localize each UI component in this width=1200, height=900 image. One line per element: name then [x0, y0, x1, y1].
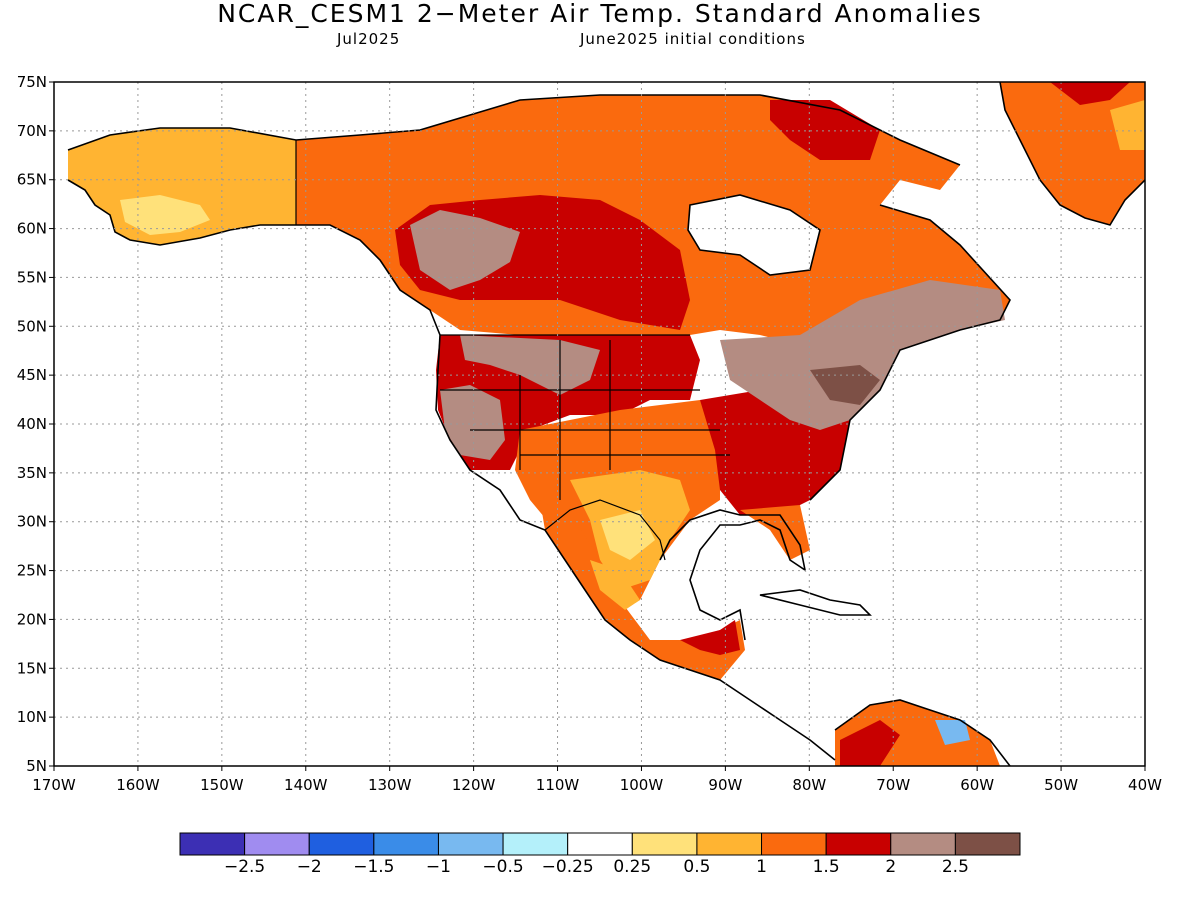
colorbar-label: 1: [756, 857, 767, 877]
lat-tick-label: 50N: [17, 317, 47, 335]
lon-tick-label: 110W: [536, 776, 580, 794]
coastlines: [67, 81, 1146, 767]
chart-title: NCAR_CESM1 2−Meter Air Temp. Standard An…: [217, 0, 983, 28]
lon-tick-label: 130W: [368, 776, 412, 794]
us-west-brown: [440, 385, 505, 460]
valid-month: Jul2025: [337, 30, 401, 48]
colorbar-swatch: [954, 832, 1021, 856]
lat-tick-label: 45N: [17, 366, 47, 384]
lat-tick-label: 40N: [17, 415, 47, 433]
colorbar-swatch: [567, 832, 633, 856]
lat-tick-label: 10N: [17, 708, 47, 726]
greenland-red: [1050, 82, 1130, 105]
colorbar-swatch: [373, 832, 439, 856]
colorbar-swatch: [502, 832, 569, 856]
lon-tick-label: 160W: [116, 776, 160, 794]
colorbar-swatch: [179, 832, 246, 856]
colorbar-swatch: [890, 832, 956, 856]
lon-tick-label: 40W: [1128, 776, 1162, 794]
lon-tick-label: 140W: [284, 776, 328, 794]
colorbar-label: 0.5: [683, 857, 711, 877]
lat-tick-label: 60N: [17, 220, 47, 238]
anomaly-shading: [68, 82, 1145, 766]
greenland-yellow: [1110, 100, 1145, 150]
colorbar-swatch: [761, 832, 827, 856]
colorbar-label: 2: [885, 857, 897, 877]
mexico-yellow: [590, 560, 640, 610]
lon-tick-label: 80W: [792, 776, 826, 794]
lat-tick-label: 30N: [17, 513, 47, 531]
lon-tick-label: 70W: [876, 776, 910, 794]
southeast-orange: [740, 505, 810, 560]
colorbar-swatch: [825, 832, 892, 856]
lon-tick-label: 100W: [620, 776, 664, 794]
longitude-labels: 170W 160W 150W 140W 130W 120W 110W 100W 90W 80W 70…: [32, 766, 1162, 794]
lat-tick-label: 20N: [17, 610, 47, 628]
lat-tick-label: 15N: [17, 659, 47, 677]
colorbar-label: 0.25: [613, 857, 652, 877]
colorbar-label: −1: [425, 857, 451, 877]
lon-tick-label: 50W: [1044, 776, 1078, 794]
lon-tick-label: 150W: [200, 776, 244, 794]
colorbar-label: −2: [296, 857, 322, 877]
west-canada-brown: [410, 210, 520, 290]
lat-tick-label: 25N: [17, 562, 47, 580]
colorbar-swatch: [631, 832, 698, 856]
colorbar-label: 2.5: [941, 857, 969, 877]
us-north-brown: [460, 335, 600, 395]
colorbar-swatch: [308, 832, 375, 856]
colorbar-label: −1.5: [353, 857, 395, 877]
colorbar-swatch: [244, 832, 310, 856]
lon-tick-label: 170W: [32, 776, 76, 794]
lon-tick-label: 120W: [452, 776, 496, 794]
lat-tick-label: 75N: [17, 73, 47, 91]
colorbar-label: −2.5: [223, 857, 266, 877]
colorbar-swatch: [437, 832, 504, 856]
lat-tick-label: 70N: [17, 122, 47, 140]
lat-tick-label: 5N: [26, 757, 47, 775]
alaska-light-anomaly: [120, 195, 210, 235]
south-america-red: [840, 720, 900, 766]
arctic-red: [770, 100, 880, 160]
texas-light: [600, 510, 655, 560]
initial-conditions: June2025 initial conditions: [580, 30, 806, 48]
colorbar-swatch: [696, 832, 763, 856]
latitude-labels: 75N 70N 65N 60N 55N 50N 45N 40N 35N 30N 25N 20N 15N 1…: [17, 73, 54, 775]
colorbar-label: −0.5: [482, 857, 524, 877]
colorbar-label: 1.5: [812, 857, 840, 877]
colorbar: [179, 832, 1021, 856]
northeast-dark: [810, 365, 880, 405]
gridlines: [54, 82, 1145, 766]
lat-tick-label: 55N: [17, 268, 47, 286]
lon-tick-label: 60W: [960, 776, 994, 794]
lat-tick-label: 35N: [17, 464, 47, 482]
greenland-anomaly: [1000, 82, 1145, 225]
colorbar-label: −0.25: [541, 857, 594, 877]
northeast-brown: [720, 280, 1005, 430]
lat-tick-label: 65N: [17, 171, 47, 189]
south-america-cool: [935, 720, 970, 745]
hudson-bay: [688, 195, 820, 275]
lon-tick-label: 90W: [708, 776, 742, 794]
